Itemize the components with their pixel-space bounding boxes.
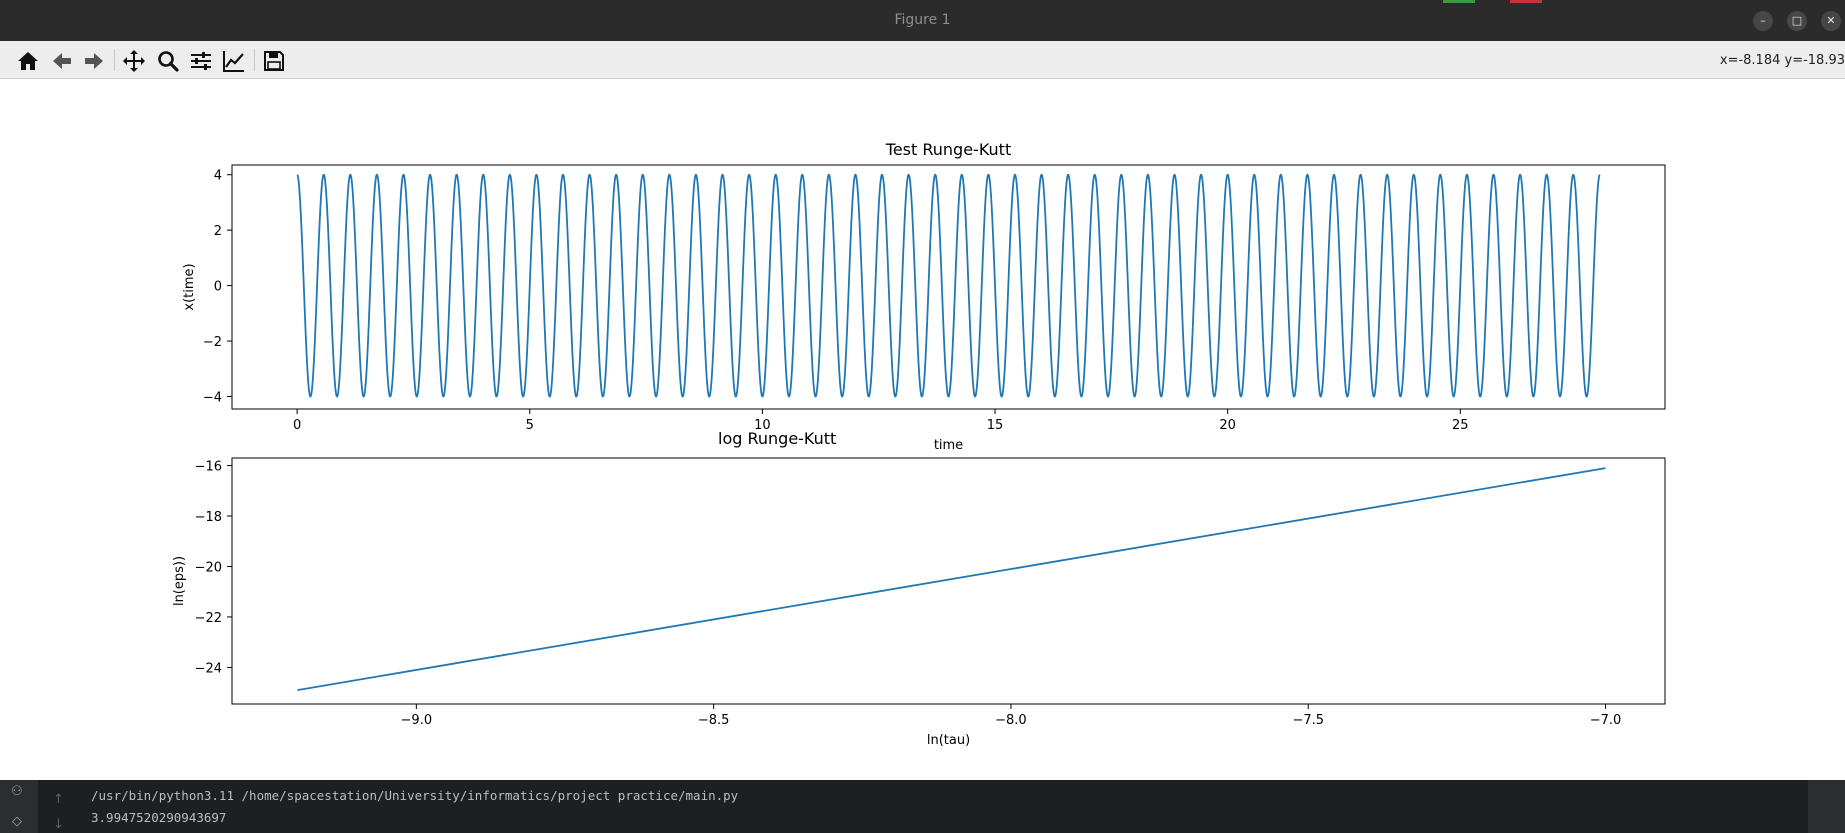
scroll-down-icon[interactable]: ↓: [53, 817, 64, 832]
axes-frame-2: [231, 457, 1666, 705]
run-console: ⚇ ◇ ↑ ↓ /usr/bin/python3.11 /home/spaces…: [0, 780, 1845, 833]
edit-axis-icon[interactable]: [221, 48, 247, 74]
navigation-toolbar: x=-8.184 y=-18.93: [0, 41, 1845, 79]
toolbar-separator: [114, 49, 115, 71]
y-tick-label: −18: [195, 510, 222, 525]
x-tick-label: −7.5: [1292, 713, 1324, 728]
x-tick-label: 10: [754, 418, 771, 433]
axes-frame-1: [231, 164, 1666, 410]
x-tick-label: −8.5: [698, 713, 730, 728]
save-icon[interactable]: [261, 48, 287, 74]
y-tick-label: −22: [195, 611, 222, 626]
cursor-coordinates: x=-8.184 y=-18.93: [1719, 53, 1845, 68]
x-tick-label: −7.0: [1590, 713, 1622, 728]
scroll-up-icon[interactable]: ↑: [53, 792, 64, 807]
window-titlebar: Figure 1 – □ ✕: [0, 0, 1845, 41]
y-tick-label: 4: [214, 169, 222, 184]
y-tick-label: −16: [195, 460, 222, 475]
y-tick-label: 0: [214, 280, 222, 295]
console-command-line: /usr/bin/python3.11 /home/spacestation/U…: [91, 788, 739, 803]
configure-subplots-icon[interactable]: [188, 48, 214, 74]
x-tick-label: −8.0: [995, 713, 1027, 728]
maximize-button[interactable]: □: [1787, 11, 1807, 31]
y-tick-label: −24: [195, 661, 222, 676]
x-tick-label: 25: [1452, 418, 1469, 433]
axes-annotation: log Runge-Kutt: [718, 429, 836, 448]
titlebar-accent-green: [1443, 0, 1475, 3]
titlebar-accent-red: [1510, 0, 1542, 3]
y-tick-label: −4: [203, 391, 222, 406]
y-axis-label: ln(eps)): [172, 556, 187, 606]
minimize-button[interactable]: –: [1753, 11, 1773, 31]
console-scrollbar[interactable]: [1808, 780, 1845, 833]
console-actions: ↑ ↓: [38, 780, 80, 833]
figure-canvas[interactable]: 0 5 10 15 20 25 4 2 0 −2 −4 Test Runge-Kutt time x(ti…: [0, 80, 1845, 780]
layers-icon[interactable]: ◇: [12, 814, 22, 829]
x-tick-label: −9.0: [401, 713, 433, 728]
home-icon[interactable]: [15, 48, 41, 74]
x-axis-label: time: [934, 438, 963, 453]
zoom-icon[interactable]: [155, 48, 181, 74]
x-tick-label: 20: [1219, 418, 1236, 433]
x-tick-label: 15: [987, 418, 1004, 433]
y-tick-label: −20: [195, 560, 222, 575]
forward-icon[interactable]: [81, 48, 107, 74]
y-axis-label: x(time): [182, 263, 197, 310]
back-icon[interactable]: [49, 48, 75, 74]
series-line-2: [297, 467, 1606, 692]
console-output-line: 3.9947520290943697: [91, 810, 227, 825]
x-tick-label: 5: [526, 418, 534, 433]
series-line-1: [296, 173, 1601, 398]
python-icon[interactable]: ⚇: [11, 784, 23, 799]
toolbar-separator: [254, 49, 255, 71]
y-tick-label: 2: [214, 224, 222, 239]
window-title: Figure 1: [894, 12, 951, 28]
y-tick-label: −2: [203, 335, 222, 350]
tool-window-gutter: ⚇ ◇: [0, 780, 38, 833]
pan-icon[interactable]: [121, 48, 147, 74]
axes-title: Test Runge-Kutt: [885, 140, 1011, 159]
x-tick-label: 0: [293, 418, 301, 433]
close-button[interactable]: ✕: [1821, 11, 1841, 31]
x-axis-label: ln(tau): [927, 733, 970, 748]
